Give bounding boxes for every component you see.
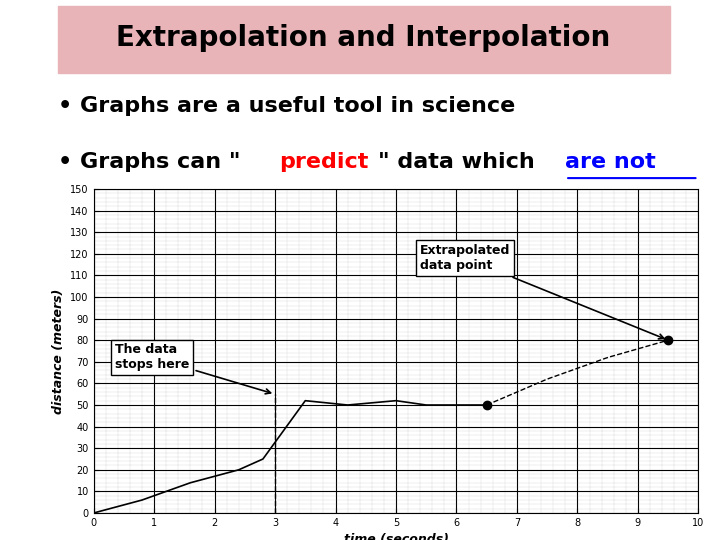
Text: Extrapolation and Interpolation: Extrapolation and Interpolation <box>117 24 611 52</box>
Y-axis label: distance (meters): distance (meters) <box>52 288 65 414</box>
Text: The data
stops here: The data stops here <box>114 343 271 394</box>
Text: measured: measured <box>298 199 422 219</box>
X-axis label: time (seconds): time (seconds) <box>343 534 449 540</box>
Text: • Graphs can ": • Graphs can " <box>58 152 240 172</box>
Text: Extrapolated
data point: Extrapolated data point <box>420 244 664 339</box>
Text: " data which: " data which <box>378 152 535 172</box>
Text: are not: are not <box>565 152 656 172</box>
Text: predict: predict <box>279 152 369 172</box>
Text: • Graphs are a useful tool in science: • Graphs are a useful tool in science <box>58 97 515 117</box>
FancyBboxPatch shape <box>58 5 670 73</box>
